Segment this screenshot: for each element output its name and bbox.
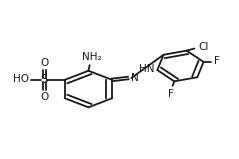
Text: HN: HN <box>140 63 155 73</box>
Text: Cl: Cl <box>199 42 209 52</box>
Text: N: N <box>131 73 138 83</box>
Text: O: O <box>40 92 49 102</box>
Text: NH₂: NH₂ <box>82 52 102 62</box>
Text: F: F <box>214 56 220 66</box>
Text: S: S <box>41 73 48 86</box>
Text: O: O <box>40 58 49 68</box>
Text: HO: HO <box>13 74 29 84</box>
Text: F: F <box>168 89 174 99</box>
